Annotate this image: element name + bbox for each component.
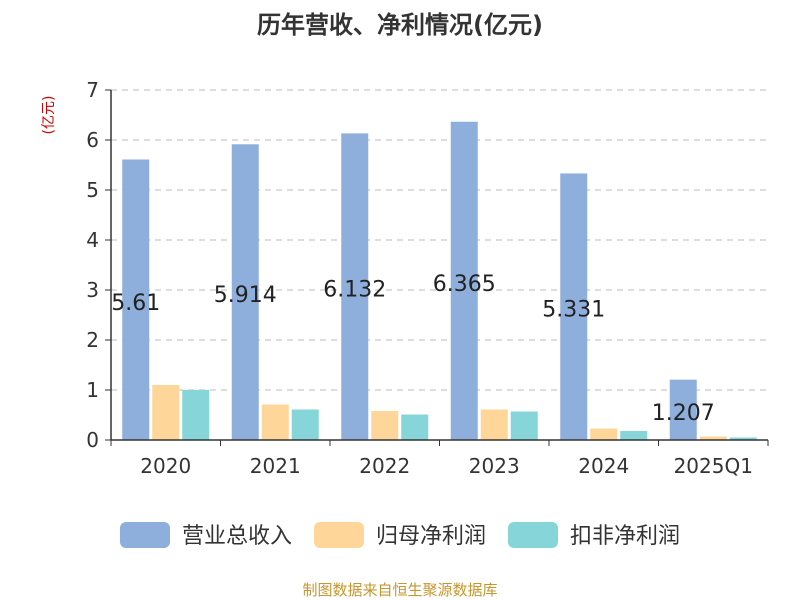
source-note: 制图数据来自恒生聚源数据库 [302,581,497,599]
legend-swatch [508,522,558,548]
bar-扣非净利润-2023[interactable] [510,411,538,441]
legend-item-扣非净利润[interactable]: 扣非净利润 [508,522,680,549]
chart-title: 历年营收、净利情况(亿元) [257,11,543,39]
data-label: 6.365 [433,272,496,297]
bar-营业总收入-2023[interactable] [450,121,478,440]
legend-swatch [314,522,364,548]
x-tick-label: 2025Q1 [674,454,753,478]
data-label: 5.914 [214,283,277,308]
bar-归母净利润-2022[interactable] [371,411,399,440]
bars [122,121,757,441]
x-tick-label: 2024 [578,454,629,478]
bar-营业总收入-2024[interactable] [560,173,588,440]
data-label: 5.331 [542,298,605,323]
legend[interactable]: 营业总收入 归母净利润 扣非净利润 [120,522,680,549]
bar-营业总收入-2025Q1[interactable] [669,379,697,440]
x-tick-label: 2021 [250,454,301,478]
bar-扣非净利润-2022[interactable] [401,414,429,441]
y-unit-label: (亿元) [41,96,57,135]
legend-item-营业总收入[interactable]: 营业总收入 [120,522,292,549]
bar-归母净利润-2023[interactable] [480,409,508,441]
y-tick-label: 0 [86,428,99,452]
bar-营业总收入-2022[interactable] [341,133,369,440]
legend-label: 营业总收入 [182,524,292,549]
bar-扣非净利润-2020[interactable] [182,390,210,440]
x-tick-label: 2020 [140,454,191,478]
bar-归母净利润-2024[interactable] [590,428,618,441]
y-tick-label: 7 [86,78,99,102]
bar-归母净利润-2025Q1[interactable] [699,436,727,441]
legend-label: 归母净利润 [376,524,486,549]
bar-归母净利润-2021[interactable] [261,404,289,441]
data-label: 1.207 [652,401,715,426]
x-tick-label: 2022 [359,454,410,478]
y-tick-label: 1 [86,378,99,402]
bar-营业总收入-2020[interactable] [122,159,150,441]
legend-label: 扣非净利润 [570,524,680,549]
y-tick-label: 5 [86,178,99,202]
x-tick-label: 2023 [469,454,520,478]
bar-扣非净利润-2021[interactable] [291,409,319,441]
legend-item-归母净利润[interactable]: 归母净利润 [314,522,486,549]
data-label: 5.61 [111,291,160,316]
legend-swatch [120,522,170,548]
grid [111,89,768,391]
bar-营业总收入-2021[interactable] [231,144,259,441]
data-labels: 5.61 5.914 6.132 6.365 5.331 1.207 [111,272,714,426]
y-tick-label: 6 [86,128,99,152]
y-tick-label: 3 [86,278,99,302]
data-label: 6.132 [323,278,386,303]
bar-扣非净利润-2025Q1[interactable] [729,437,757,441]
bar-扣非净利润-2024[interactable] [620,431,648,440]
bar-归母净利润-2020[interactable] [152,385,180,440]
y-tick-label: 4 [86,228,99,252]
y-tick-label: 2 [86,328,99,352]
axes: 0 1 2 3 4 5 6 7 2020 2021 2022 2023 2024 2025Q1 [86,78,769,478]
